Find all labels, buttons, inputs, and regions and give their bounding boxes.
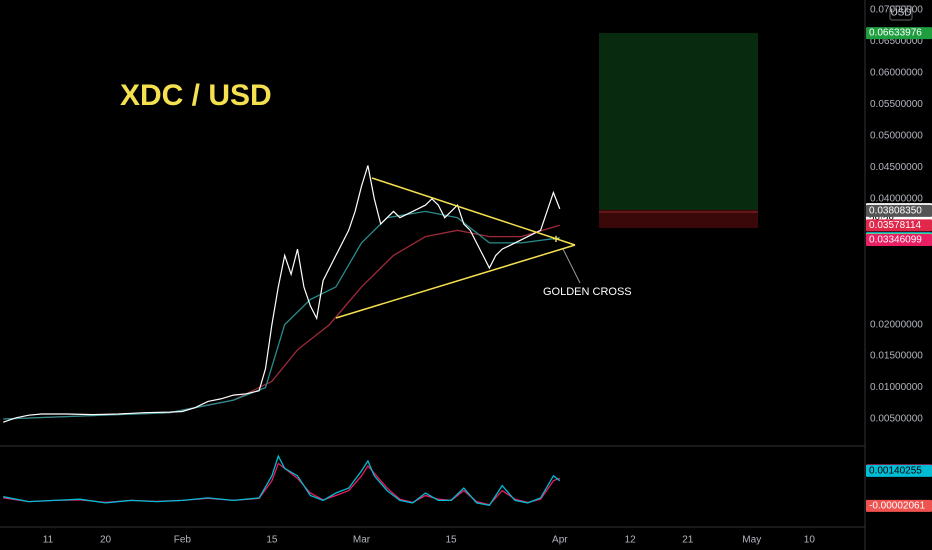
y-tick-label: 0.05000000	[870, 131, 923, 142]
series-line	[3, 210, 560, 420]
series-line	[3, 454, 561, 507]
y-tick-label: 0.00500000	[870, 414, 923, 425]
price-badge	[866, 219, 932, 232]
y-tick-label: 0.05500000	[870, 99, 923, 110]
x-tick-label: 10	[804, 535, 816, 546]
y-tick-label: 0.07000000	[870, 5, 923, 16]
y-tick-label: 0.02000000	[870, 319, 923, 330]
x-tick-label: May	[742, 535, 761, 546]
chart-title: XDC / USD	[120, 79, 272, 112]
trendline	[335, 244, 576, 319]
price-badge	[866, 499, 932, 512]
y-tick-label: 0.06500000	[870, 36, 923, 47]
series-line	[3, 165, 561, 423]
price-label: 0.00140255	[869, 465, 922, 476]
y-tick-label: 0.04000000	[870, 193, 923, 204]
price-label: -0.00002061	[869, 500, 926, 511]
cross-marker: +	[552, 232, 559, 246]
x-tick-label: 20	[100, 535, 112, 546]
price-label: 0.03808350	[869, 206, 922, 217]
x-tick-label: 11	[43, 535, 54, 546]
annotation: GOLDEN CROSS	[543, 286, 632, 298]
x-tick-label: Feb	[174, 535, 192, 546]
x-tick-label: Mar	[353, 535, 371, 546]
target-zone	[599, 33, 758, 210]
y-tick-label: 0.06000000	[870, 68, 923, 79]
x-tick-label: 15	[445, 535, 457, 546]
price-badge	[866, 464, 932, 477]
y-tick-label: 0.01500000	[870, 351, 923, 362]
x-tick-label: 21	[682, 535, 694, 546]
price-label: 0.03578114	[869, 220, 922, 231]
price-badge	[866, 27, 932, 40]
x-tick-label: Apr	[552, 535, 568, 546]
x-tick-label: 15	[266, 535, 278, 546]
trendline	[371, 177, 576, 246]
price-label: 0.06633976	[869, 28, 922, 39]
lines	[3, 165, 561, 507]
currency-label: USD	[890, 8, 911, 19]
y-tick-label: 0.04500000	[870, 162, 923, 173]
annotation-arrow	[562, 248, 581, 284]
currency-badge	[889, 5, 913, 21]
x-tick-label: 12	[625, 535, 637, 546]
price-label: 0.03346099	[869, 235, 922, 246]
price-badge	[866, 233, 932, 246]
price-badge	[866, 204, 932, 217]
stop-zone	[599, 210, 758, 228]
y-tick-label: 0.01000000	[870, 382, 923, 393]
